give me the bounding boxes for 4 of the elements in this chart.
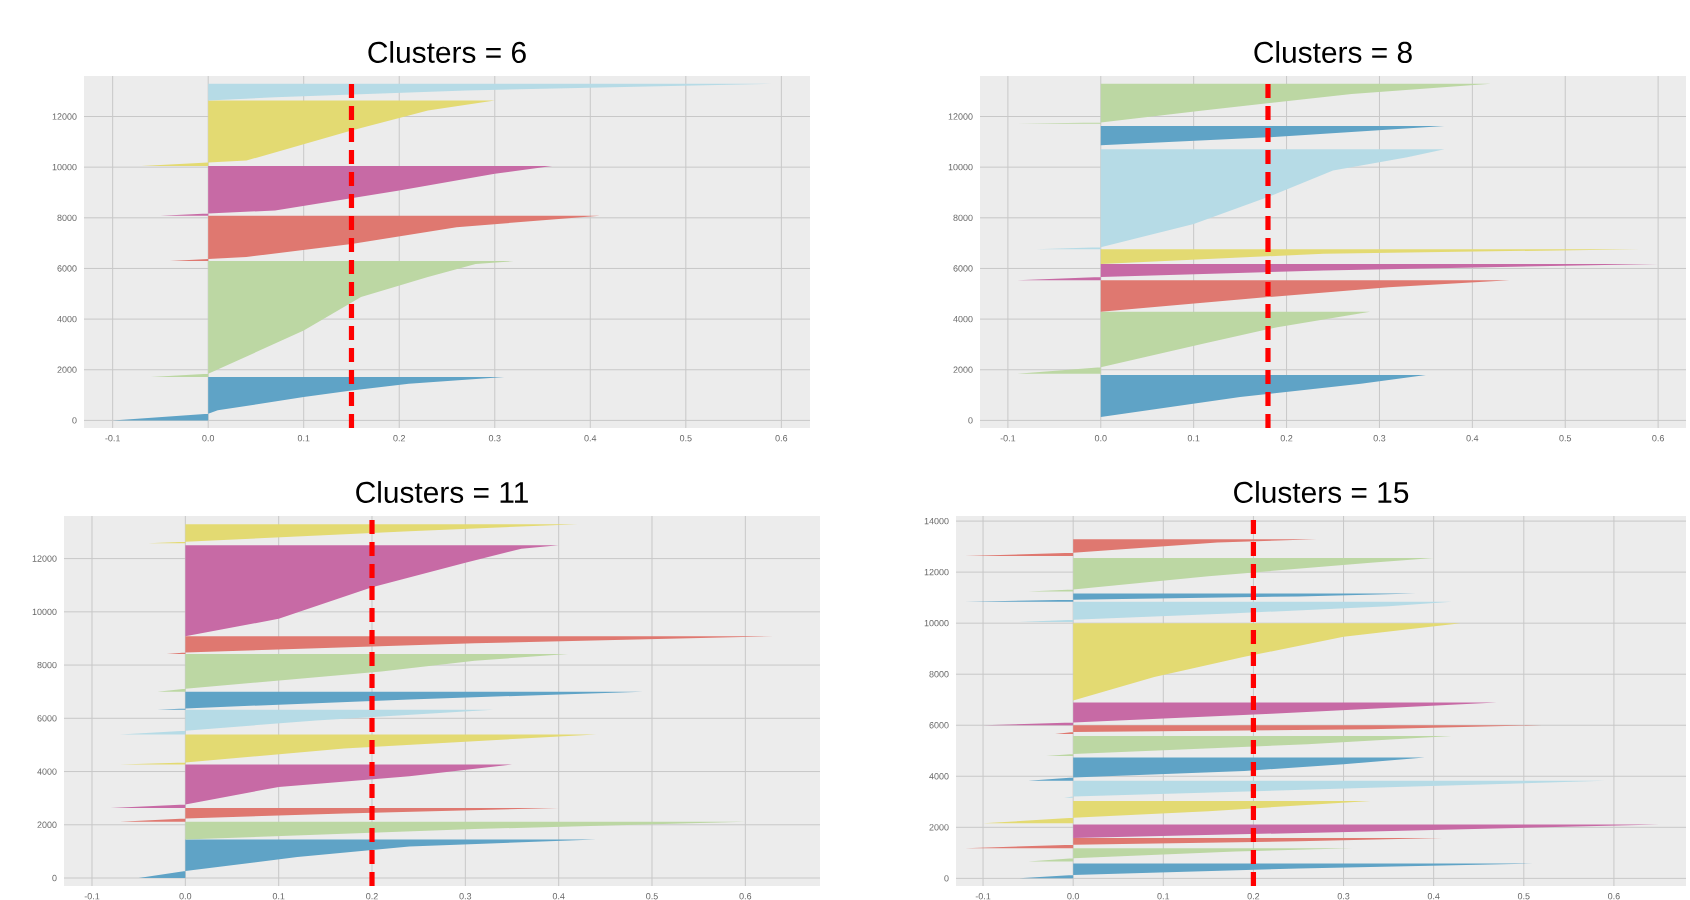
chart-title: Clusters = 15 bbox=[1234, 481, 1409, 503]
chart-title: Clusters = 6 bbox=[368, 41, 526, 63]
chart-title: Clusters = 11 bbox=[356, 481, 528, 503]
chart-title: Clusters = 8 bbox=[1254, 41, 1412, 63]
